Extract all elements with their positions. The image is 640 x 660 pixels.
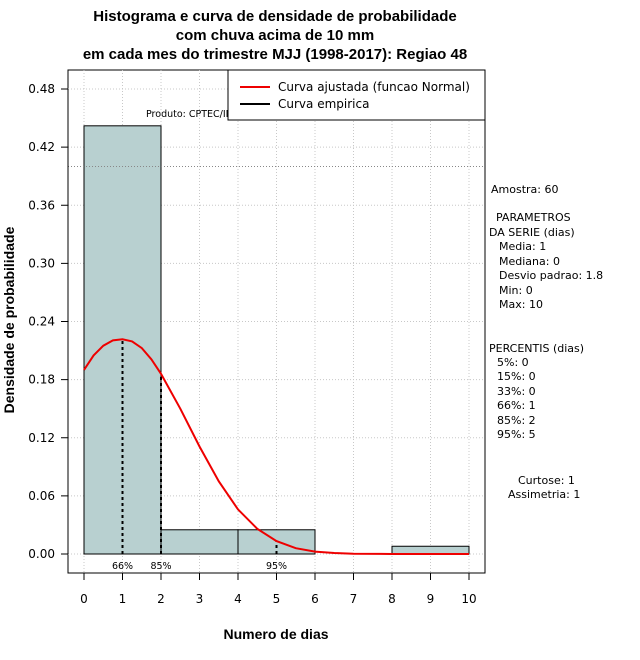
stat-p15: 15%: 0 — [497, 370, 536, 383]
x-axis-title: Numero de dias — [223, 626, 328, 642]
y-tick-label-6: 0.36 — [28, 198, 55, 212]
x-tick-label-0: 0 — [80, 592, 88, 606]
y-tick-label-3: 0.18 — [28, 373, 55, 387]
x-tick-label-7: 7 — [350, 592, 358, 606]
x-tick-label-5: 5 — [273, 592, 281, 606]
y-tick-label-0: 0.00 — [28, 547, 55, 561]
x-tick-label-9: 9 — [427, 592, 435, 606]
y-tick-label-5: 0.30 — [28, 256, 55, 270]
x-tick-label-2: 2 — [157, 592, 165, 606]
legend: Curva ajustada (funcao Normal) Curva emp… — [227, 69, 486, 121]
x-axis: 0 1 2 3 4 5 6 7 8 9 10 — [80, 572, 477, 606]
stat-p95: 95%: 5 — [497, 428, 536, 441]
stat-media: Media: 1 — [499, 240, 546, 253]
product-label: Produto: CPTEC/INPE — [146, 109, 245, 120]
stat-p66: 66%: 1 — [497, 399, 536, 412]
histogram-bars — [83, 125, 470, 555]
fitted-curve-layer — [83, 338, 469, 555]
y-tick-label-1: 0.06 — [28, 489, 55, 503]
stat-p85: 85%: 2 — [497, 414, 536, 427]
stat-percentis-title: PERCENTIS (dias) — [489, 342, 584, 355]
stat-assimetria: Assimetria: 1 — [508, 488, 580, 501]
x-tick-label-10: 10 — [461, 592, 476, 606]
y-tick-label-2: 0.12 — [28, 431, 55, 445]
histogram-bar-1 — [160, 529, 239, 555]
percentile-label-1: 85% — [150, 561, 171, 572]
x-tick-label-8: 8 — [388, 592, 396, 606]
percentile-label-2: 95% — [266, 561, 287, 572]
chart-title-line-1: Histograma e curva de densidade de proba… — [93, 8, 456, 25]
chart-title-line-2: com chuva acima de 10 mm — [176, 27, 374, 44]
y-tick-label-4: 0.24 — [28, 315, 55, 329]
legend-box — [227, 69, 486, 121]
stat-max: Max: 10 — [499, 298, 543, 311]
x-tick-label-6: 6 — [311, 592, 319, 606]
y-tick-label-8: 0.48 — [28, 82, 55, 96]
stat-curtose: Curtose: 1 — [518, 474, 575, 487]
stat-min: Min: 0 — [499, 284, 533, 297]
x-tick-label-4: 4 — [234, 592, 242, 606]
stats-panel: Amostra: 60 PARAMETROS DA SERIE (dias) M… — [489, 183, 603, 501]
percentile-label-0: 66% — [112, 561, 133, 572]
stat-p5: 5%: 0 — [497, 356, 529, 369]
stat-parametros-title-2: DA SERIE (dias) — [489, 226, 575, 239]
percentile-markers: 66% 85% 95% — [112, 339, 287, 572]
x-tick-label-1: 1 — [119, 592, 127, 606]
legend-empirical-label: Curva empirica — [278, 97, 369, 111]
histogram-bar-4 — [391, 545, 470, 555]
y-axis: 0.00 0.06 0.12 0.18 0.24 0.30 0.36 0.42 0.48 — [28, 82, 69, 561]
stat-p33: 33%: 0 — [497, 385, 536, 398]
stat-amostra: Amostra: 60 — [491, 183, 558, 196]
legend-fitted-label: Curva ajustada (funcao Normal) — [278, 80, 470, 94]
stat-mediana: Mediana: 0 — [499, 255, 560, 268]
y-axis-title: Densidade de probabilidade — [1, 226, 17, 413]
x-tick-label-3: 3 — [196, 592, 204, 606]
fitted-curve-line — [83, 338, 469, 555]
stat-desvio: Desvio padrao: 1.8 — [499, 269, 603, 282]
stat-parametros-title-1: PARAMETROS — [496, 211, 571, 224]
y-tick-label-7: 0.42 — [28, 140, 55, 154]
chart-title-line-3: em cada mes do trimestre MJJ (1998-2017)… — [83, 46, 467, 63]
